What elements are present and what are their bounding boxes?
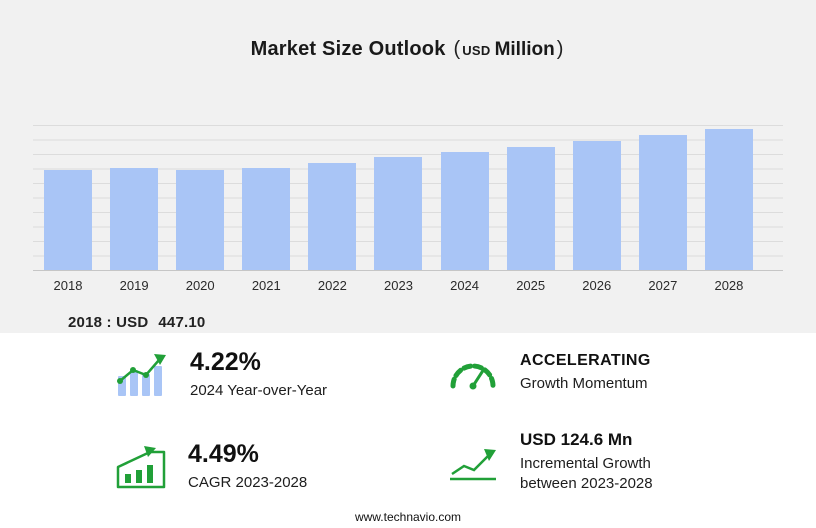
bar-2022 (308, 163, 357, 270)
growth-arrow-icon (448, 442, 498, 482)
yoy-label: 2024 Year-over-Year (190, 382, 328, 399)
x-label-2020: 2020 (185, 278, 215, 293)
stat-momentum: ACCELERATING Growth Momentum (448, 352, 651, 394)
footer-url: www.technavio.com (354, 510, 462, 524)
incremental-label-line1: Incremental Growth (520, 455, 651, 472)
x-label-2028: 2028 (714, 278, 744, 293)
bar-2028 (704, 129, 753, 270)
speedometer-icon (448, 356, 498, 390)
cagr-chart-icon (116, 445, 166, 489)
title-paren-open: ( (453, 38, 461, 60)
x-label-2019: 2019 (119, 278, 149, 293)
base-year-value: 447.10 (158, 314, 206, 331)
base-year-annotation: 2018 : USD 447.10 (68, 314, 205, 331)
title-currency: USD (462, 43, 491, 58)
cagr-value: 4.49% (188, 440, 259, 468)
yoy-bars-icon (116, 352, 168, 398)
incremental-value: USD 124.6 Mn (520, 430, 633, 449)
title-unit: Million (494, 39, 555, 60)
x-label-2024: 2024 (450, 278, 480, 293)
x-label-2021: 2021 (251, 278, 281, 293)
x-label-2026: 2026 (582, 278, 612, 293)
bar-2026 (572, 141, 621, 270)
cagr-label: CAGR 2023-2028 (188, 474, 308, 491)
bar-2019 (110, 168, 159, 270)
base-year-label: 2018 : USD (68, 314, 149, 331)
bar-series (44, 125, 753, 270)
bar-2027 (638, 135, 687, 270)
bar-2025 (506, 147, 555, 270)
title-text: Market Size Outlook (250, 38, 446, 60)
momentum-label: Growth Momentum (520, 375, 648, 392)
x-label-2025: 2025 (516, 278, 546, 293)
stat-incremental: USD 124.6 Mn Incremental Growth between … (448, 430, 653, 495)
market-size-bar-chart (33, 125, 783, 271)
bar-2024 (440, 152, 489, 270)
x-axis-labels: 2018 2019 2020 2021 2022 2023 2024 2025 2026 2027… (44, 278, 753, 293)
x-label-2022: 2022 (317, 278, 347, 293)
bar-2021 (242, 168, 291, 270)
bar-2018 (44, 170, 92, 270)
page-title: Market Size Outlook (USD Million) (0, 38, 816, 61)
stat-yoy: 4.22% 2024 Year-over-Year (116, 348, 327, 401)
stats-panel (0, 333, 816, 528)
bar-2023 (374, 157, 423, 270)
stat-cagr: 4.49% CAGR 2023-2028 (116, 440, 307, 493)
x-label-2018: 2018 (53, 278, 83, 293)
x-label-2023: 2023 (384, 278, 413, 293)
bar-2020 (176, 170, 225, 270)
x-label-2027: 2027 (648, 278, 678, 293)
yoy-value: 4.22% (190, 348, 261, 376)
incremental-label-line2: between 2023-2028 (520, 475, 653, 493)
title-paren-close: ) (556, 38, 564, 60)
momentum-value: ACCELERATING (520, 352, 651, 369)
